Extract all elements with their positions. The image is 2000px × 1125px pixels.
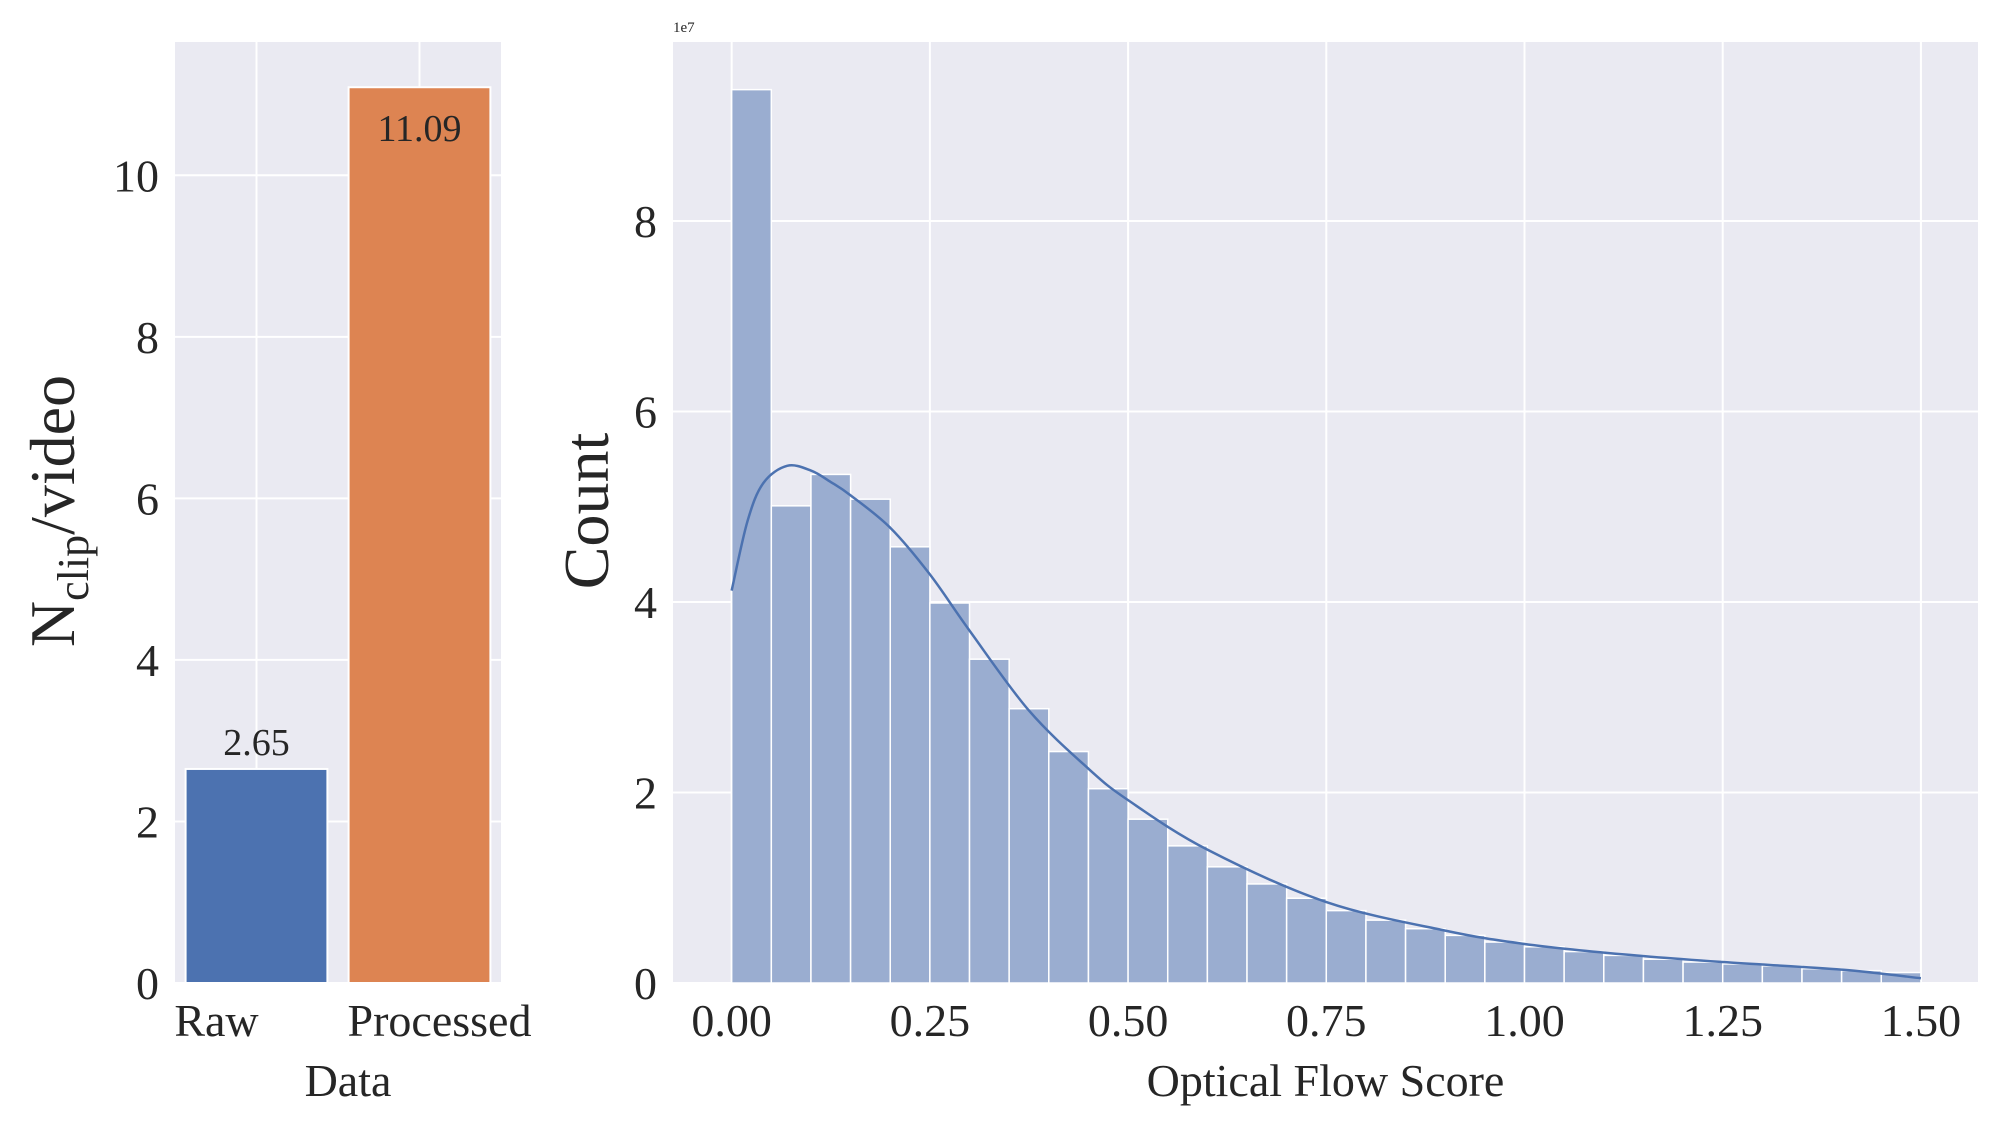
- histogram-bar: [1365, 919, 1407, 984]
- histogram-bar: [1008, 707, 1050, 984]
- histogram-bar: [889, 546, 931, 984]
- histogram-bar: [1246, 883, 1288, 984]
- y-tick-label: 0: [136, 958, 159, 1009]
- histogram-bar: [1563, 950, 1605, 984]
- histogram-bar: [849, 498, 891, 984]
- x-tick-label: Processed: [348, 995, 532, 1046]
- y-label-subscript: clip: [49, 535, 98, 601]
- x-tick-label: 1.00: [1484, 995, 1565, 1046]
- y-axis-label: Nclip/video: [17, 375, 98, 647]
- y-tick-label: 4: [634, 577, 657, 628]
- histogram-bar: [1484, 941, 1526, 984]
- histogram-bar: [1285, 897, 1328, 984]
- histogram-bar: [1087, 787, 1129, 984]
- y-label-tail: /video: [17, 375, 88, 535]
- histogram-bar: [1523, 946, 1565, 984]
- histogram-bar: [1444, 934, 1486, 984]
- data-label: 11.09: [377, 108, 461, 150]
- y-axis-label: Count: [551, 433, 622, 590]
- y-tick-label: 4: [136, 635, 159, 686]
- x-tick-label: 1.50: [1881, 995, 1962, 1046]
- left-bar-chart: 0 2 4 6 8 10 2.65 Raw 11.09 Processed Data Nclip/vi…: [17, 42, 531, 1106]
- histogram-bar: [1682, 961, 1724, 984]
- x-axis-label: Optical Flow Score: [1147, 1055, 1505, 1106]
- histogram-bar: [929, 602, 971, 984]
- right-histogram-chart: 0 2 4 6 8 0.00 0.25 0.50 0.75 1.00 1.25 1.50 1e7 Opti…: [551, 20, 1978, 1106]
- histogram-bar: [1801, 967, 1843, 984]
- histogram-bar: [1404, 927, 1446, 984]
- x-tick-label: 0.75: [1286, 995, 1367, 1046]
- histogram-bar: [1048, 750, 1090, 984]
- y-tick-label: 2: [136, 796, 159, 847]
- x-tick-label: Raw: [174, 995, 259, 1046]
- y-tick-label: 8: [634, 196, 657, 247]
- x-axis-label: Data: [305, 1055, 392, 1106]
- histogram-bar: [1166, 845, 1209, 984]
- data-label: 2.65: [223, 722, 290, 764]
- y-tick-label: 0: [634, 958, 657, 1009]
- histogram-bar: [1127, 818, 1169, 984]
- histogram-bar: [810, 473, 852, 984]
- bar-raw: [184, 767, 329, 985]
- y-tick-label: 6: [136, 473, 159, 524]
- histogram-bar: [1603, 954, 1645, 984]
- y-tick-label: 8: [136, 312, 159, 363]
- histogram-bar: [1206, 866, 1248, 984]
- x-tick-label: 0.25: [890, 995, 971, 1046]
- histogram-bar: [730, 88, 773, 984]
- histogram-bar: [1325, 909, 1367, 984]
- x-tick-label: 0.00: [691, 995, 772, 1046]
- y-tick-label: 2: [634, 768, 657, 819]
- histogram-bar: [1761, 965, 1803, 984]
- histogram-bar: [1721, 963, 1764, 984]
- x-tick-label: 1.25: [1682, 995, 1763, 1046]
- y-tick-label: 6: [634, 387, 657, 438]
- kde-line: [730, 464, 1922, 980]
- x-tick-label: 0.50: [1088, 995, 1169, 1046]
- bar-processed: [347, 86, 492, 985]
- histogram-bar: [1642, 958, 1684, 984]
- y-label-main: N: [17, 601, 88, 647]
- histogram-bar: [968, 658, 1010, 984]
- offset-text: 1e7: [673, 20, 695, 36]
- histogram-bar: [770, 505, 812, 984]
- y-tick-label: 10: [113, 150, 159, 201]
